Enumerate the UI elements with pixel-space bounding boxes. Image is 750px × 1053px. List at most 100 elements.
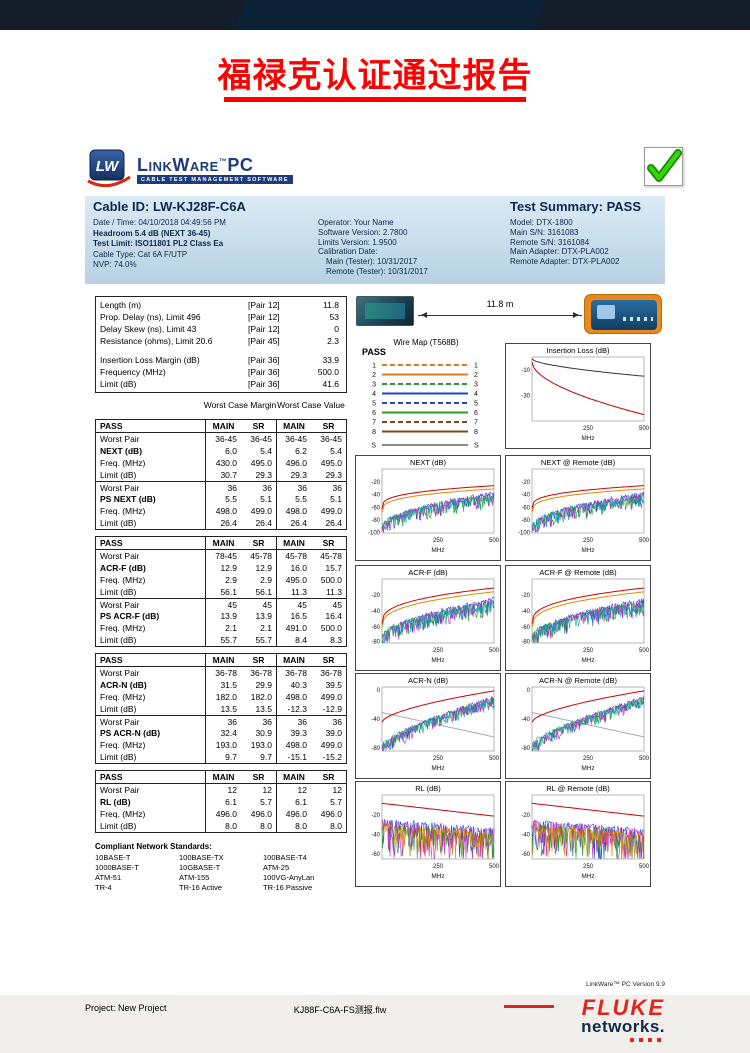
cell-value: 499.0 — [250, 506, 272, 516]
standard-name: 10GBASE-T — [179, 863, 221, 872]
cell-value: 498.0 — [215, 506, 237, 516]
status-badge: PASS — [96, 771, 206, 783]
col-header: SR — [252, 655, 265, 665]
summary-table: Length (m) [Pair 12] 11.8 Prop. Delay (ns),… — [95, 296, 347, 393]
x-axis-label: MHz — [431, 765, 444, 772]
cell-value: 39.0 — [325, 728, 342, 738]
y-tick-label: -10 — [521, 368, 530, 374]
standards-row: TR-4 TR-16 Active TR-16 Passive — [95, 883, 347, 893]
col-header: SR — [252, 421, 265, 431]
col-header: SR — [252, 538, 265, 548]
standards-row: 1000BASE-T 10GBASE-T ATM-25 — [95, 863, 347, 873]
row-label: Limit (dB) — [96, 517, 206, 529]
result-table-header: PASS MAIN SR MAIN SR — [96, 537, 346, 550]
table-row: Freq. (MHz) 2.9 2.9 495.0 500.0 — [96, 574, 346, 586]
chart-rl-remote: RL @ Remote (dB) -20 -40 -60 250 500 MHz — [505, 781, 651, 887]
col-header: MAIN — [212, 421, 235, 431]
cell-value: 45 — [227, 600, 237, 610]
cell-value: 29.3 — [325, 470, 342, 480]
row-label: Worst Pair — [96, 667, 206, 679]
cell-value: 496.0 — [276, 457, 311, 469]
chart-trace — [381, 696, 495, 751]
chart-plot: -20 -40 -60 -80 -100 250 500 MHz — [368, 468, 500, 554]
summary-row: Limit (dB) [Pair 36] 41.6 — [96, 378, 346, 390]
col-header: MAIN — [276, 420, 311, 432]
chart-title: ACR-F (dB) — [408, 568, 448, 577]
header-line: Date / Time: 04/10/2018 04:49:56 PM — [93, 218, 226, 227]
x-tick-label: 250 — [583, 426, 594, 432]
result-table: PASS MAIN SR MAIN SR Worst Pair 36-78 36-78 36-7… — [95, 653, 347, 764]
chart-trace — [531, 591, 645, 628]
chart-acrf-remote: ACR-F @ Remote (dB) -20 -40 -60 -80 250 500 MHz — [505, 565, 651, 671]
chart-trace — [531, 587, 645, 624]
cell-value: 5.1 — [260, 494, 272, 504]
col-header: SR — [322, 772, 335, 782]
cell-value: 11.3 — [276, 586, 311, 598]
y-tick-label: -60 — [521, 852, 530, 858]
x-tick-label: 500 — [489, 756, 500, 762]
cell-value: 36 — [276, 716, 311, 727]
chart-trace — [531, 496, 645, 533]
table-row: Worst Pair 78-45 45-78 45-78 45-78 — [96, 550, 346, 562]
pass-check-icon — [644, 147, 683, 186]
cell-value: 496.0 — [276, 808, 311, 820]
standards-row: ATM-51 ATM-155 100VG-AnyLan — [95, 873, 347, 883]
logo-subtitle: CABLE TEST MANAGEMENT SOFTWARE — [137, 175, 293, 184]
chart-trace — [381, 819, 495, 859]
y-tick-label: -80 — [371, 518, 380, 524]
cell-value: 45-78 — [250, 551, 272, 561]
worst-case-header: Worst Case Margin Worst Case Value — [95, 400, 347, 413]
y-tick-label: -60 — [371, 625, 380, 631]
summary-value: 53 — [329, 312, 339, 322]
result-table: PASS MAIN SR MAIN SR Worst Pair 78-45 45-78 45-7… — [95, 536, 347, 647]
cell-value: 26.4 — [276, 517, 311, 529]
cell-value: 5.7 — [330, 797, 342, 807]
table-row: Freq. (MHz) 496.0 496.0 496.0 496.0 — [96, 808, 346, 820]
standard-name: 1000BASE-T — [95, 863, 139, 872]
summary-pair: [Pair 12] — [248, 324, 280, 334]
chart-trace — [531, 361, 645, 416]
fluke-dots — [498, 1038, 665, 1042]
chart-plot: 0 -40 -80 250 500 MHz — [521, 686, 650, 772]
x-tick-label: 500 — [639, 864, 650, 870]
chart-plot: -20 -40 -60 -80 -100 250 500 MHz — [518, 468, 650, 554]
row-label: PS ACR-N (dB) — [96, 727, 206, 739]
standard-name: ATM-155 — [179, 873, 210, 882]
table-row: RL (dB) 6.1 5.7 6.1 5.7 — [96, 796, 346, 808]
chart-trace — [381, 823, 495, 859]
cell-value: 499.0 — [320, 506, 342, 516]
row-label: NEXT (dB) — [96, 445, 206, 457]
logo-pc: PC — [227, 155, 254, 175]
cell-value: 56.1 — [220, 587, 237, 597]
cell-value: 12.9 — [255, 563, 272, 573]
cell-value: 2.9 — [225, 575, 237, 585]
chart-title: ACR-N (dB) — [407, 676, 448, 685]
result-table: PASS MAIN SR MAIN SR Worst Pair 12 12 12 12 RL (dB… — [95, 770, 347, 833]
standard-name: TR-4 — [95, 883, 112, 892]
chart-insertion-loss: Insertion Loss (dB) -10 -30 250 500 MHz — [505, 343, 651, 449]
table-row: Limit (dB) 56.1 56.1 11.3 11.3 — [96, 586, 346, 598]
standard-name: 10BASE-T — [95, 853, 131, 862]
wire-pin-label: 1 — [474, 363, 478, 370]
table-row: Freq. (MHz) 2.1 2.1 491.0 500.0 — [96, 622, 346, 634]
chart-title: ACR-F @ Remote (dB) — [539, 568, 617, 577]
y-tick-label: -80 — [371, 640, 380, 646]
header-line: Main (Tester): 10/31/2017 — [326, 257, 418, 267]
y-tick-label: -80 — [521, 640, 530, 646]
chart-plot: -10 -30 250 500 MHz — [521, 356, 650, 442]
chart-acrn-remote: ACR-N @ Remote (dB) 0 -40 -80 250 500 MHz — [505, 673, 651, 779]
wire-pin-label: 5 — [474, 401, 478, 408]
row-label: Freq. (MHz) — [96, 808, 206, 820]
x-tick-label: 500 — [489, 648, 500, 654]
cell-value: 36-78 — [276, 667, 311, 679]
cell-value: 6.2 — [276, 445, 311, 457]
table-row: PS ACR-N (dB) 32.4 30.9 39.3 39.0 — [96, 727, 346, 739]
header-line: Main Adapter: DTX-PLA002 — [510, 247, 609, 257]
cell-value: 5.1 — [330, 494, 342, 504]
wire-pin-label: 7 — [372, 420, 376, 427]
col-header: SR — [252, 772, 265, 782]
cable-id: Cable ID: LW-KJ28F-C6A — [93, 199, 246, 214]
cell-value: 500.0 — [320, 623, 342, 633]
cell-value: 36-78 — [215, 668, 237, 678]
